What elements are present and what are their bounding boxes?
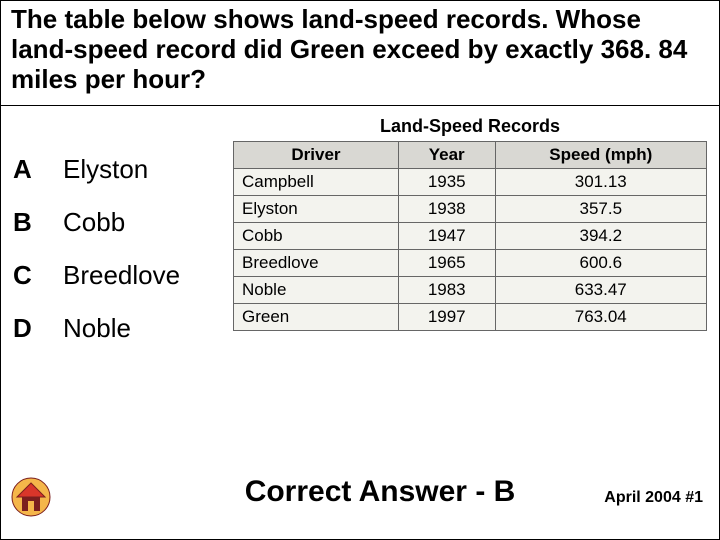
table-row: Elyston 1938 357.5 xyxy=(234,195,707,222)
cell-speed: 763.04 xyxy=(495,303,706,330)
option-label: Breedlove xyxy=(63,260,180,291)
cell-year: 1947 xyxy=(398,222,495,249)
cell-year: 1983 xyxy=(398,276,495,303)
cell-speed: 600.6 xyxy=(495,249,706,276)
table-title: Land-Speed Records xyxy=(233,116,707,137)
cell-speed: 357.5 xyxy=(495,195,706,222)
cell-speed: 394.2 xyxy=(495,222,706,249)
option-b[interactable]: B Cobb xyxy=(13,207,233,238)
option-label: Cobb xyxy=(63,207,125,238)
options-list: A Elyston B Cobb C Breedlove D Noble xyxy=(13,114,233,366)
option-d[interactable]: D Noble xyxy=(13,313,233,344)
content-row: A Elyston B Cobb C Breedlove D Noble Lan… xyxy=(1,106,719,366)
home-icon[interactable] xyxy=(11,477,51,517)
col-speed: Speed (mph) xyxy=(495,141,706,168)
option-label: Noble xyxy=(63,313,131,344)
table-header-row: Driver Year Speed (mph) xyxy=(234,141,707,168)
cell-speed: 633.47 xyxy=(495,276,706,303)
cell-year: 1965 xyxy=(398,249,495,276)
option-letter: A xyxy=(13,154,63,185)
option-letter: C xyxy=(13,260,63,291)
cell-driver: Cobb xyxy=(234,222,399,249)
cell-driver: Campbell xyxy=(234,168,399,195)
option-label: Elyston xyxy=(63,154,148,185)
option-c[interactable]: C Breedlove xyxy=(13,260,233,291)
col-driver: Driver xyxy=(234,141,399,168)
cell-speed: 301.13 xyxy=(495,168,706,195)
option-a[interactable]: A Elyston xyxy=(13,154,233,185)
records-table: Driver Year Speed (mph) Campbell 1935 30… xyxy=(233,141,707,331)
source-label: April 2004 #1 xyxy=(604,489,703,507)
question-text: The table below shows land-speed records… xyxy=(11,5,709,95)
question-container: The table below shows land-speed records… xyxy=(1,1,719,106)
table-row: Noble 1983 633.47 xyxy=(234,276,707,303)
col-year: Year xyxy=(398,141,495,168)
table-row: Green 1997 763.04 xyxy=(234,303,707,330)
cell-year: 1938 xyxy=(398,195,495,222)
cell-driver: Green xyxy=(234,303,399,330)
cell-driver: Breedlove xyxy=(234,249,399,276)
table-row: Breedlove 1965 600.6 xyxy=(234,249,707,276)
option-letter: D xyxy=(13,313,63,344)
cell-year: 1935 xyxy=(398,168,495,195)
cell-year: 1997 xyxy=(398,303,495,330)
table-row: Cobb 1947 394.2 xyxy=(234,222,707,249)
option-letter: B xyxy=(13,207,63,238)
table-zone: Land-Speed Records Driver Year Speed (mp… xyxy=(233,114,707,366)
cell-driver: Noble xyxy=(234,276,399,303)
cell-driver: Elyston xyxy=(234,195,399,222)
table-row: Campbell 1935 301.13 xyxy=(234,168,707,195)
